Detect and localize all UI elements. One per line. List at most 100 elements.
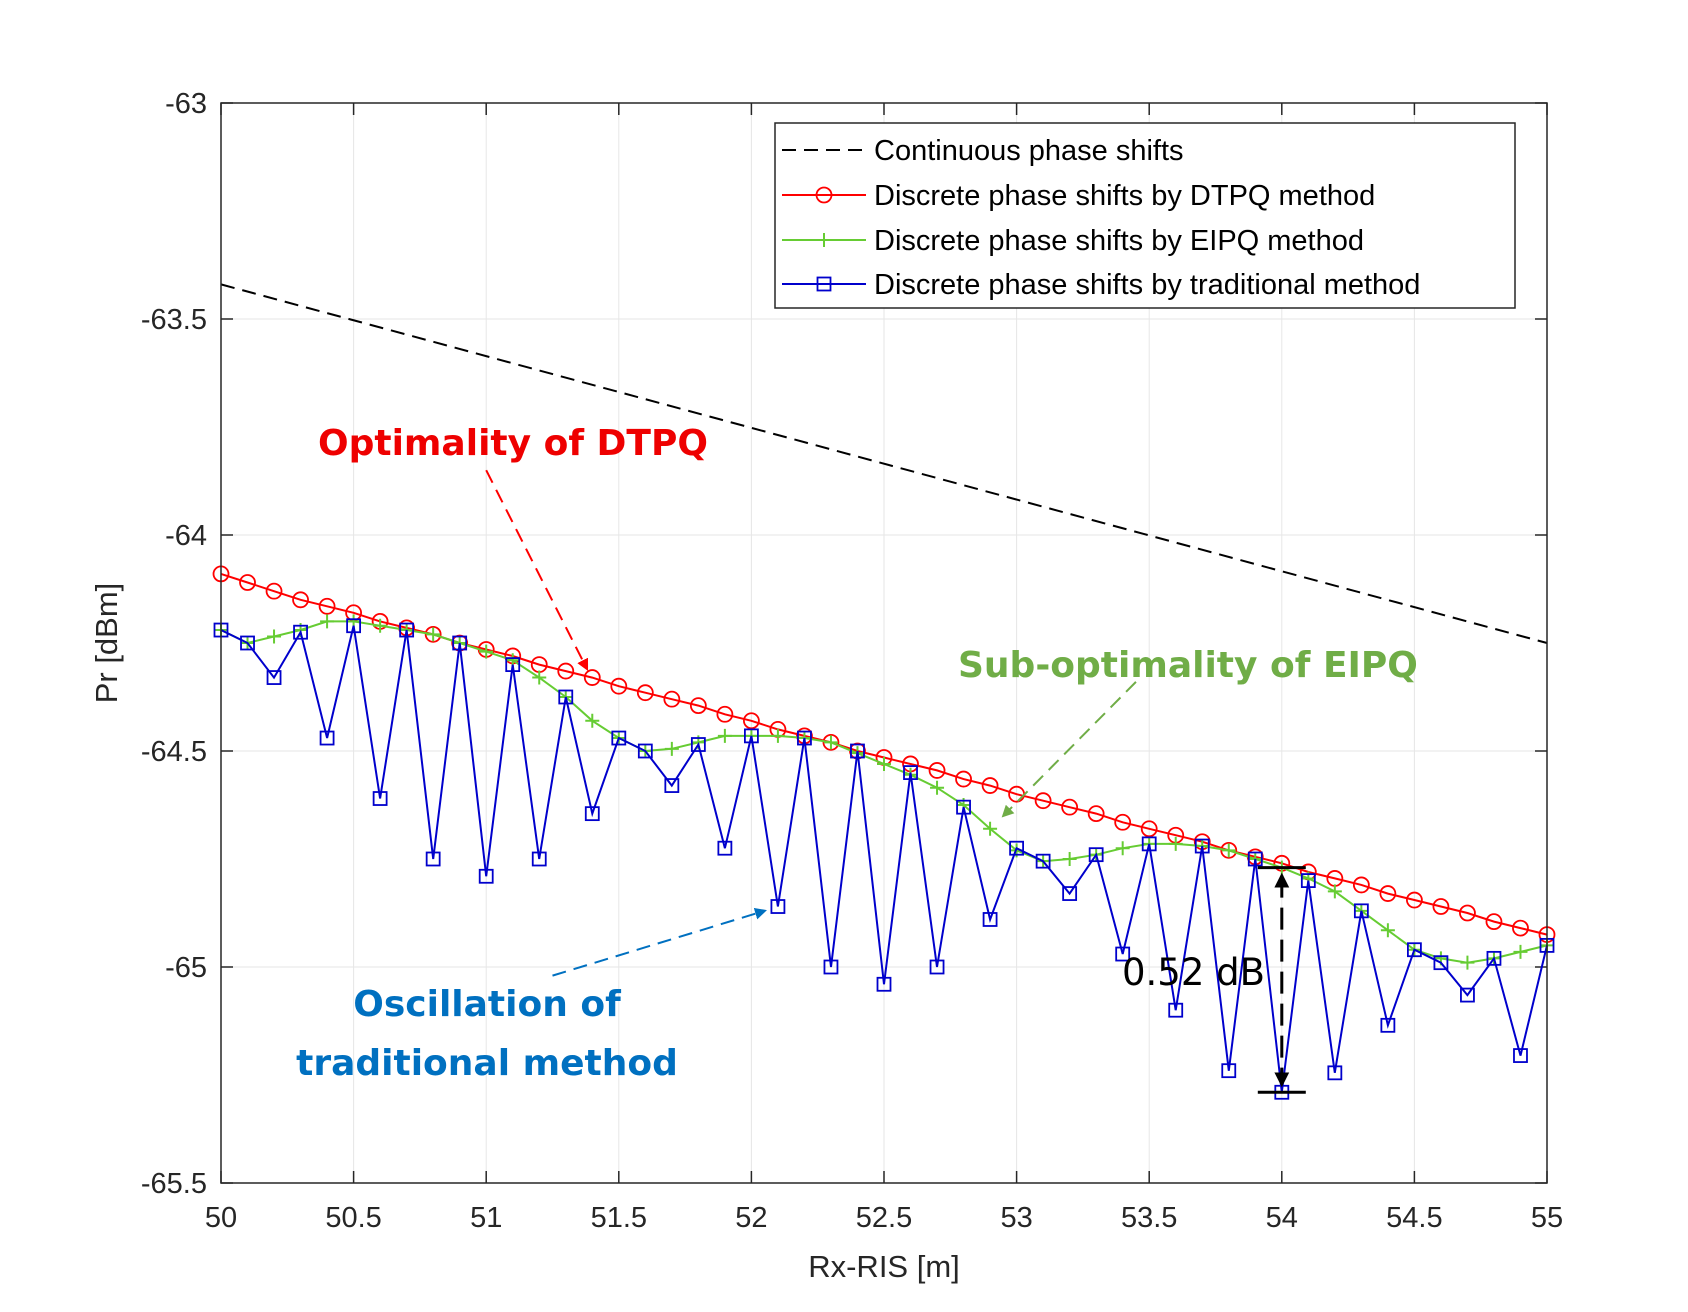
data-point xyxy=(292,591,309,609)
series-line xyxy=(220,625,1548,1093)
data-point xyxy=(1009,840,1024,856)
data-point xyxy=(1379,885,1397,902)
data-point xyxy=(1034,792,1052,810)
y-tick-label: -64.5 xyxy=(141,736,207,768)
data-point xyxy=(1062,886,1078,901)
data-point xyxy=(399,622,415,638)
data-point xyxy=(531,851,547,867)
data-point xyxy=(1221,1063,1237,1079)
data-point xyxy=(1141,836,1157,852)
data-point xyxy=(452,635,468,651)
legend-box xyxy=(774,122,1516,309)
data-point xyxy=(928,762,946,779)
data-point xyxy=(1061,798,1079,816)
annotation-gap: 0.52 dB xyxy=(1122,866,1306,1094)
legend-item-continuous: Continuous phase shifts xyxy=(782,135,1184,167)
series-discrete-phase-shifts-by-eipq-method xyxy=(214,614,1554,970)
data-point xyxy=(1513,944,1528,959)
y-tick-label: -65.5 xyxy=(141,1168,207,1200)
data-point xyxy=(770,728,785,743)
legend-marker-traditional xyxy=(816,276,832,292)
legend-item-dtpq: Discrete phase shifts by DTPQ method xyxy=(782,180,1375,212)
data-point xyxy=(1115,841,1130,856)
legend-item-eipq: Discrete phase shifts by EIPQ method xyxy=(782,225,1364,257)
y-tick-label: -65 xyxy=(165,952,207,984)
data-point xyxy=(717,840,733,856)
data-point xyxy=(239,574,256,591)
data-point xyxy=(930,780,945,795)
series-discrete-phase-shifts-by-traditional-method xyxy=(213,618,1555,1100)
data-point xyxy=(1432,898,1450,915)
data-point xyxy=(1035,853,1051,869)
data-point xyxy=(478,868,494,884)
annotation-eipq-text: Sub-optimality of EIPQ xyxy=(958,645,1418,686)
x-tick-label: 54.5 xyxy=(1386,1202,1442,1234)
data-point xyxy=(770,899,786,914)
series-layer xyxy=(212,283,1556,1100)
annotation-dtpq-text: Optimality of DTPQ xyxy=(318,423,708,464)
annotation-traditional-text-line2: traditional method xyxy=(296,1043,678,1084)
series-continuous-phase-shifts xyxy=(220,283,1548,644)
data-point xyxy=(1406,891,1423,909)
data-point xyxy=(636,684,654,702)
data-point xyxy=(320,614,335,629)
x-tick-label: 50.5 xyxy=(325,1202,381,1234)
data-point xyxy=(823,735,838,750)
x-tick-label: 54 xyxy=(1266,1202,1298,1234)
data-point xyxy=(981,777,999,794)
data-point xyxy=(319,730,335,746)
data-point xyxy=(982,912,998,927)
data-point xyxy=(1380,1017,1396,1033)
data-point xyxy=(266,670,282,685)
x-tick-label: 53 xyxy=(1000,1202,1032,1234)
legend-marker-dtpq xyxy=(815,186,833,204)
data-point xyxy=(1459,904,1476,922)
data-point xyxy=(1114,813,1132,831)
data-point xyxy=(267,629,282,644)
legend-label-traditional: Discrete phase shifts by traditional met… xyxy=(874,269,1420,301)
data-point xyxy=(743,712,760,730)
data-point xyxy=(426,627,441,642)
annotation-eipq-arrow xyxy=(1001,681,1137,818)
data-point xyxy=(823,959,839,975)
data-point xyxy=(425,851,441,867)
x-tick-label: 52 xyxy=(735,1202,767,1234)
data-point xyxy=(1221,843,1236,858)
annotation-dtpq-arrow xyxy=(485,469,589,672)
data-point xyxy=(1407,942,1422,958)
plot-frame xyxy=(220,102,1548,1184)
data-point xyxy=(372,791,388,806)
data-point xyxy=(265,582,283,600)
data-point xyxy=(716,705,734,723)
data-point xyxy=(610,677,628,695)
data-point xyxy=(1087,805,1105,823)
data-point xyxy=(1247,851,1263,867)
data-point xyxy=(1220,841,1238,859)
data-point xyxy=(584,806,600,822)
data-point xyxy=(983,821,998,836)
data-point xyxy=(689,697,707,715)
data-point xyxy=(1513,1048,1528,1063)
data-point xyxy=(346,618,362,634)
data-point xyxy=(1168,836,1183,851)
data-point xyxy=(1460,987,1475,1003)
y-tick-labels: -63 -63.5 -64 -64.5 -65 -65.5 xyxy=(141,88,207,1200)
data-point xyxy=(1460,955,1475,970)
data-point xyxy=(956,799,971,815)
x-tick-label: 51 xyxy=(470,1202,502,1234)
data-point xyxy=(850,743,865,759)
data-point xyxy=(1062,852,1077,866)
data-point xyxy=(1140,820,1158,838)
x-tick-label: 53.5 xyxy=(1121,1202,1177,1234)
series-line xyxy=(220,283,1548,644)
data-point xyxy=(373,618,388,633)
legend-marker-eipq xyxy=(817,233,831,247)
gap-label: 0.52 dB xyxy=(1122,951,1265,994)
data-point xyxy=(1300,873,1316,888)
x-axis-label: Rx-RIS [m] xyxy=(808,1249,960,1284)
data-point xyxy=(637,743,653,759)
data-point xyxy=(318,597,336,615)
x-tick-label: 52.5 xyxy=(856,1202,912,1234)
x-tick-label: 55 xyxy=(1531,1202,1563,1234)
annotation-traditional-arrow xyxy=(552,907,767,977)
